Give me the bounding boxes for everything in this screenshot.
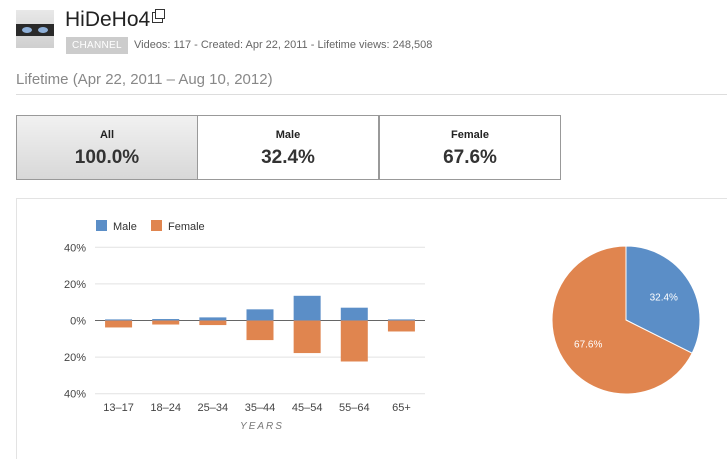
y-tick-label: 20% [64,352,86,364]
pie-slice-female [551,245,693,395]
pie-slice-label: 32.4% [650,293,678,304]
pie-slice-male [625,245,701,354]
bar-male [152,319,180,321]
date-range-label: Lifetime (Apr 22, 2011 – Aug 10, 2012) [16,71,273,88]
channel-avatar[interactable] [16,10,54,48]
bar-male [105,319,133,321]
bar-male [340,307,368,321]
external-link-icon[interactable] [152,9,165,23]
avatar-eye-right [38,27,48,33]
avatar-eye-left [22,27,32,33]
y-tick-label: 0% [70,316,86,328]
x-tick-label: 18–24 [150,402,181,414]
y-tick-label: 40% [64,389,86,401]
x-tick-label: 35–44 [245,402,276,414]
age-bar-chart: 40% 20% 0% 20% 40% 13–17 18–24 25–34 35–44 45–54 5… [64,242,425,414]
x-tick-label: 45–54 [292,402,323,414]
bar-female [105,320,133,328]
tab-female[interactable]: Female 67.6% [379,115,561,180]
bar-male [293,295,321,321]
chart-panel [16,198,727,459]
legend-female-label: Female [168,221,205,233]
tab-male-label: Male [275,129,301,141]
tab-all-value: 100.0% [74,147,140,168]
y-tick-label: 40% [64,242,86,254]
channel-badge: CHANNEL [66,37,128,54]
legend-male-swatch [96,220,107,231]
x-axis-label: YEARS [240,421,284,432]
tab-male-value: 32.4% [261,147,315,168]
demographics-charts: Male Female 40% 20% 0% 20% 40% 13–17 18–24 25–3… [64,220,701,432]
bar-female [152,320,180,325]
x-tick-label: 25–34 [198,402,229,414]
y-tick-label: 20% [64,279,86,291]
x-tick-label: 55–64 [339,402,370,414]
channel-meta: Videos: 117 - Created: Apr 22, 2011 - Li… [134,39,433,51]
bar-female [387,320,415,332]
channel-title[interactable]: HiDeHo4 [65,8,151,31]
x-tick-label: 65+ [392,402,411,414]
tab-male[interactable]: Male 32.4% [197,115,379,180]
legend-female-swatch [151,220,162,231]
x-tick-label: 13–17 [103,402,134,414]
bar-female [340,320,368,362]
gender-pie-chart: 32.4% 67.6% [551,245,701,395]
bar-female [199,320,227,326]
tab-all-label: All [99,129,115,141]
bar-female [293,320,321,354]
tab-all[interactable]: All 100.0% [16,115,198,180]
bar-male [246,309,274,321]
bar-male [387,319,415,321]
legend-male-label: Male [113,221,137,233]
tab-female-value: 67.6% [443,147,497,168]
bar-female [246,320,274,341]
bar-male [199,317,227,321]
pie-slice-label: 67.6% [574,339,602,350]
divider [16,94,727,95]
tab-female-label: Female [451,129,489,141]
